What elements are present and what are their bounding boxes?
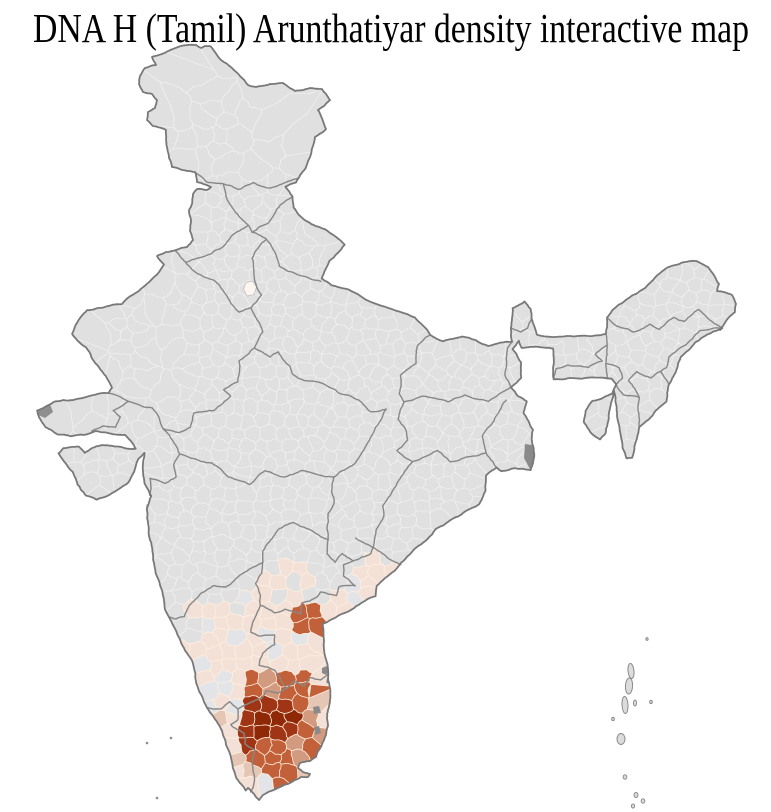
svg-text:DNA H (Tamil) Arunthatiyar den: DNA H (Tamil) Arunthatiyar density inter… xyxy=(33,5,749,51)
